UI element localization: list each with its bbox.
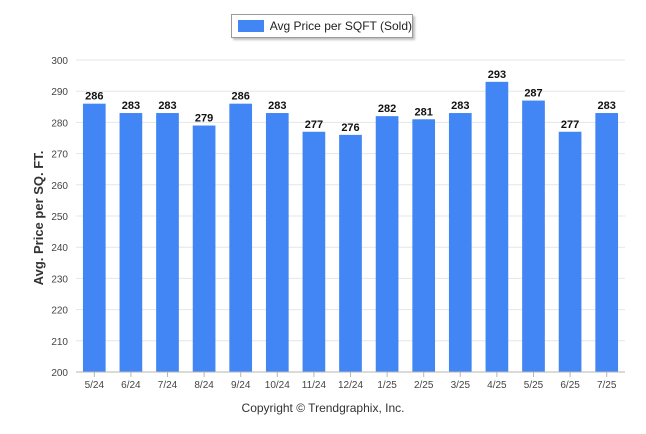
data-label: 283 [451,100,469,112]
y-tick-label: 200 [51,368,68,379]
data-label: 279 [195,113,213,125]
bar [302,131,326,372]
data-label: 282 [378,103,396,115]
bar [82,103,106,373]
data-label: 287 [524,88,542,100]
x-tick-label: 7/24 [158,380,178,391]
legend-swatch [238,20,264,32]
bar [119,113,143,372]
bar [558,131,582,372]
data-label: 281 [415,106,433,118]
x-tick-label: 2/25 [414,380,434,391]
x-tick-label: 8/24 [194,380,214,391]
x-tick-label: 4/25 [487,380,507,391]
x-tick-label: 10/24 [265,380,290,391]
bar [485,81,509,372]
bar [412,119,436,372]
x-tick-label: 5/25 [524,380,544,391]
x-axis-ticks: 5/24 6/24 7/24 8/24 9/24 10/24 11/24 12/24 1/25 2… [85,372,617,391]
bar [375,116,399,372]
bar [192,125,216,373]
y-tick-label: 300 [51,56,68,67]
x-tick-label: 11/24 [302,380,327,391]
copyright-text: Copyright © Trendgraphix, Inc. [241,401,405,415]
data-labels: 286 283 283 279 286 283 277 276 282 281 283 293 287 2… [85,69,616,134]
y-tick-label: 270 [51,150,68,161]
data-label: 277 [305,119,323,131]
bar [229,103,253,373]
legend: Avg Price per SQFT (Sold) [231,14,413,38]
y-axis-ticks: 200 210 220 230 240 250 260 270 280 290 300 [51,56,68,379]
bar [265,113,289,372]
data-label: 277 [561,119,579,131]
y-tick-label: 260 [51,181,68,192]
bars [82,81,619,373]
x-tick-label: 5/24 [85,380,105,391]
data-label: 286 [85,91,103,103]
data-label: 276 [341,122,359,134]
x-tick-label: 6/25 [560,380,580,391]
bar [595,113,619,372]
bar [156,113,179,372]
bar [339,134,362,372]
bar [522,100,545,372]
x-tick-label: 12/24 [338,380,363,391]
x-tick-label: 7/25 [597,380,617,391]
data-label: 283 [268,100,286,112]
y-tick-label: 210 [51,337,68,348]
y-tick-label: 280 [51,118,68,129]
y-tick-label: 220 [51,306,68,317]
y-tick-label: 250 [51,212,68,223]
x-tick-label: 9/24 [231,380,251,391]
y-tick-label: 290 [51,87,68,98]
data-label: 286 [232,91,250,103]
x-tick-label: 3/25 [451,380,471,391]
data-label: 283 [122,100,140,112]
y-tick-label: 230 [51,274,68,285]
y-tick-label: 240 [51,243,68,254]
x-tick-label: 6/24 [121,380,141,391]
y-axis-title: Avg. Price per SQ. FT. [31,151,46,286]
x-tick-label: 1/25 [377,380,397,391]
legend-label: Avg Price per SQFT (Sold) [269,19,412,33]
data-label: 283 [598,100,616,112]
data-label: 283 [158,100,176,112]
bar [448,113,472,372]
data-label: 293 [488,69,506,81]
